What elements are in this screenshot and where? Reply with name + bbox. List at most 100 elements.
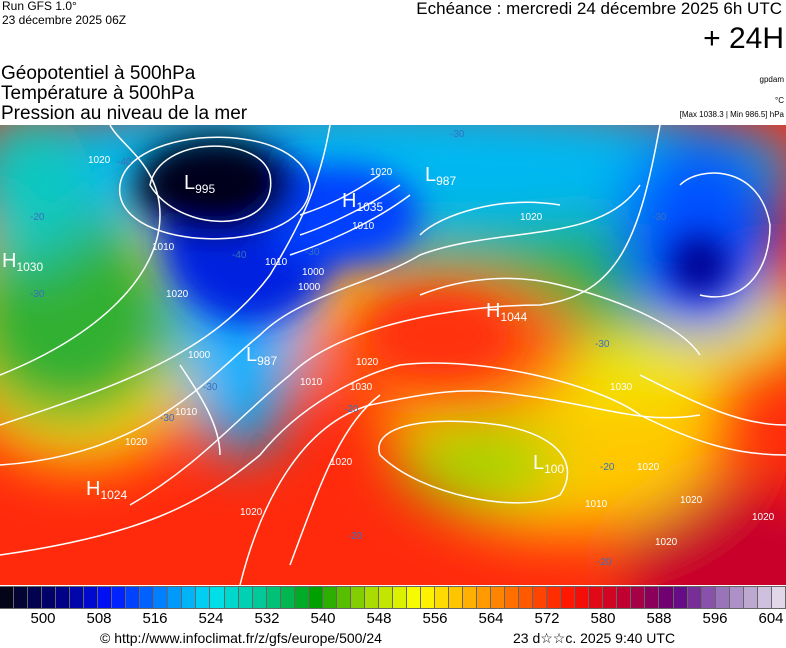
pressure-range: [Max 1038.3 | Min 986.5] hPa (679, 110, 784, 119)
unit-temperature: °C (775, 96, 784, 105)
color-scale-cell (322, 587, 337, 608)
color-scale-cell (491, 587, 506, 608)
color-scale-cell (420, 587, 435, 608)
isobar-label: 1010 (152, 242, 175, 253)
temperature-label: -30 (450, 129, 465, 140)
isobar-label: 1020 (752, 512, 775, 523)
color-scale-cell (561, 587, 576, 608)
color-scale-cell (617, 587, 632, 608)
color-scale-cell (673, 587, 688, 608)
isobar-label: 1000 (188, 350, 211, 361)
isobar-label: 1020 (520, 212, 543, 223)
isobar-label: 1020 (356, 357, 379, 368)
color-scale-cell (336, 587, 351, 608)
color-scale-cell (224, 587, 239, 608)
color-scale-cell (42, 587, 57, 608)
run-label: Run GFS 1.0° (2, 0, 77, 13)
color-scale-cell (463, 587, 478, 608)
isobar-label: 1020 (166, 289, 189, 300)
isobar-label: 1000 (302, 267, 325, 278)
color-scale-label: 540 (310, 610, 336, 627)
isobar-label: 1010 (300, 377, 323, 388)
color-scale-cell (743, 587, 758, 608)
color-scale-cell (589, 587, 604, 608)
color-scale-cell (505, 587, 520, 608)
isobar-label: 1000 (298, 282, 321, 293)
color-scale-label: 532 (254, 610, 280, 627)
color-scale-cell (406, 587, 421, 608)
color-scale-cell (729, 587, 744, 608)
color-scale-cell (14, 587, 29, 608)
unit-geopotential: gpdam (759, 75, 784, 84)
isobar-label: 1010 (352, 221, 375, 232)
color-scale-cell (392, 587, 407, 608)
color-scale-cell (182, 587, 197, 608)
color-scale-label: 604 (758, 610, 784, 627)
color-scale-cell (56, 587, 71, 608)
run-date: 23 décembre 2025 06Z (2, 13, 127, 27)
temperature-label: -20 (597, 557, 612, 568)
title-geopotential: Géopotentiel à 500hPa (1, 63, 196, 84)
temperature-label: -30 (30, 289, 45, 300)
color-scale-cell (364, 587, 379, 608)
color-scale-cell (350, 587, 365, 608)
color-scale-label: 588 (646, 610, 672, 627)
color-scale-label: 596 (702, 610, 728, 627)
isobar-label: 1010 (265, 257, 288, 268)
lead-time: + 24H (703, 22, 784, 55)
color-scale-cell (154, 587, 169, 608)
color-scale-cell (84, 587, 99, 608)
color-scale-cell (70, 587, 85, 608)
temperature-label: -20 (600, 462, 615, 473)
temperature-label: -20 (348, 531, 363, 542)
color-scale-cell (547, 587, 562, 608)
color-scale-cell (126, 587, 141, 608)
geopotential-field: L995 H1035 L987 H1030 L987 H1044 H1024 L… (0, 125, 786, 585)
color-scale-label: 548 (366, 610, 392, 627)
temperature-label: -30 (160, 413, 175, 424)
color-scale-label: 508 (86, 610, 112, 627)
forecast-valid-time: Echéance : mercredi 24 décembre 2025 6h … (416, 0, 782, 18)
color-scale-label: 516 (142, 610, 168, 627)
color-scale-cell (140, 587, 155, 608)
isobar-label: 1020 (88, 155, 111, 166)
color-scale-cell (0, 587, 15, 608)
color-scale-cell (715, 587, 730, 608)
isobar-label: 1020 (330, 457, 353, 468)
temperature-label: -40 (117, 157, 132, 168)
color-scale-cell (575, 587, 590, 608)
color-scale (0, 586, 786, 609)
isobar-label: 1010 (585, 499, 608, 510)
color-scale-cell (603, 587, 618, 608)
color-scale-label: 524 (198, 610, 224, 627)
color-scale-label: 564 (478, 610, 504, 627)
color-scale-cell (98, 587, 113, 608)
temperature-label: -20 (344, 404, 359, 415)
temperature-label: -40 (232, 250, 247, 261)
isobar-label: 1020 (680, 495, 703, 506)
color-scale-cell (533, 587, 548, 608)
color-scale-cell (757, 587, 772, 608)
title-temperature: Température à 500hPa (1, 83, 195, 104)
isobar-label: 1020 (240, 507, 263, 518)
color-scale-cell (266, 587, 281, 608)
source-url: © http://www.infoclimat.fr/z/gfs/europe/… (100, 630, 382, 646)
forecast-map: L995 H1035 L987 H1030 L987 H1044 H1024 L… (0, 125, 786, 585)
temperature-label: -30 (203, 382, 218, 393)
color-scale-label: 580 (590, 610, 616, 627)
color-scale-cell (477, 587, 492, 608)
color-scale-cell (701, 587, 716, 608)
color-scale-cell (210, 587, 225, 608)
color-scale-label: 572 (534, 610, 560, 627)
color-scale-cell (378, 587, 393, 608)
color-scale-cell (659, 587, 674, 608)
color-scale-cell (238, 587, 253, 608)
isobar-label: 1020 (370, 167, 393, 178)
temperature-label: -30 (305, 247, 320, 258)
color-scale-cell (168, 587, 183, 608)
color-scale-cell (645, 587, 660, 608)
low-center: L995 (184, 172, 215, 196)
color-scale-cell (308, 587, 323, 608)
isobar-label: 1020 (637, 462, 660, 473)
